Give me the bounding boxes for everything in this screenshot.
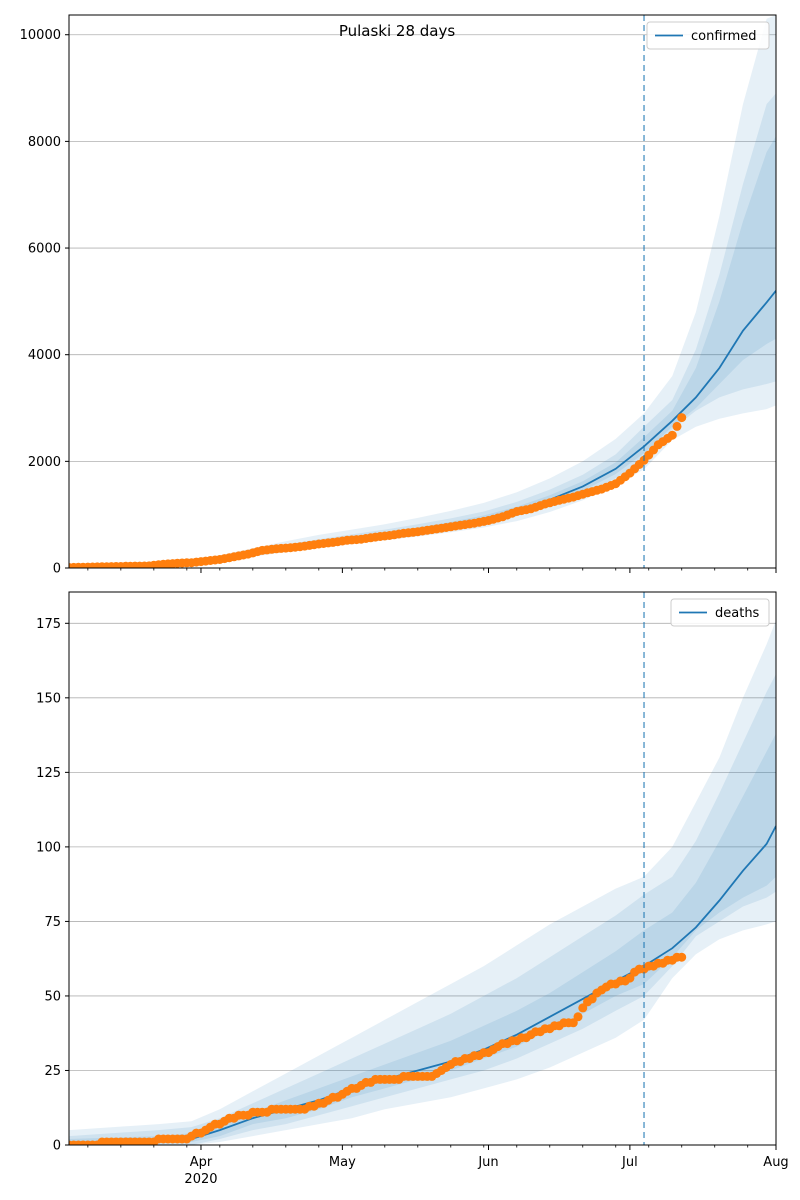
y-tick-label: 25 <box>44 1064 61 1079</box>
legend-label: deaths <box>715 606 760 621</box>
chart-title: Pulaski 28 days <box>339 22 456 40</box>
uncertainty-band <box>69 15 776 568</box>
y-tick-label: 150 <box>36 691 61 706</box>
legend-box <box>670 598 770 627</box>
legend-box <box>646 21 770 50</box>
x-tick-label: Jul <box>621 1155 638 1170</box>
y-tick-label: 6000 <box>28 242 61 257</box>
confirmed-panel: 0 2000 4000 6000 8000 10000 confirmed <box>20 14 777 577</box>
x-tick-label: Apr <box>190 1155 213 1170</box>
observed-point <box>677 952 687 962</box>
y-tick-label: 0 <box>53 1139 61 1154</box>
observed-point <box>667 430 677 440</box>
y-tick-label: 125 <box>36 766 61 781</box>
plot-area <box>69 15 776 568</box>
y-tick-label: 4000 <box>28 348 61 363</box>
uncertainty-band <box>69 93 776 568</box>
y-tick-label: 50 <box>44 989 61 1004</box>
uncertainty-band <box>69 620 776 1145</box>
uncertainty-band <box>69 136 776 568</box>
plot-area <box>69 592 776 1145</box>
y-tick-label: 100 <box>36 840 61 855</box>
axes-frame <box>68 591 777 1146</box>
y-tick-label: 0 <box>53 562 61 577</box>
y-tick-label: 75 <box>44 915 61 930</box>
uncertainty-band <box>69 733 776 1145</box>
observed-point <box>677 413 687 423</box>
x-tick-label: Jun <box>477 1155 498 1170</box>
legend-label: confirmed <box>691 29 757 44</box>
x-tick-sublabel: 2020 <box>184 1172 217 1187</box>
y-tick-label: 8000 <box>28 135 61 150</box>
observed-point <box>672 421 682 431</box>
y-tick-label: 175 <box>36 617 61 632</box>
x-tick-label: May <box>329 1155 356 1170</box>
y-tick-label: 10000 <box>20 28 61 43</box>
x-tick-label: Aug <box>763 1155 788 1170</box>
observed-point <box>573 1012 583 1022</box>
y-tick-label: 2000 <box>28 455 61 470</box>
uncertainty-band <box>69 674 776 1145</box>
axes-frame <box>68 14 777 569</box>
deaths-panel: 0 25 50 75 100 125 150 175 Apr 2020 May Jun Jul Aug de… <box>36 591 789 1187</box>
